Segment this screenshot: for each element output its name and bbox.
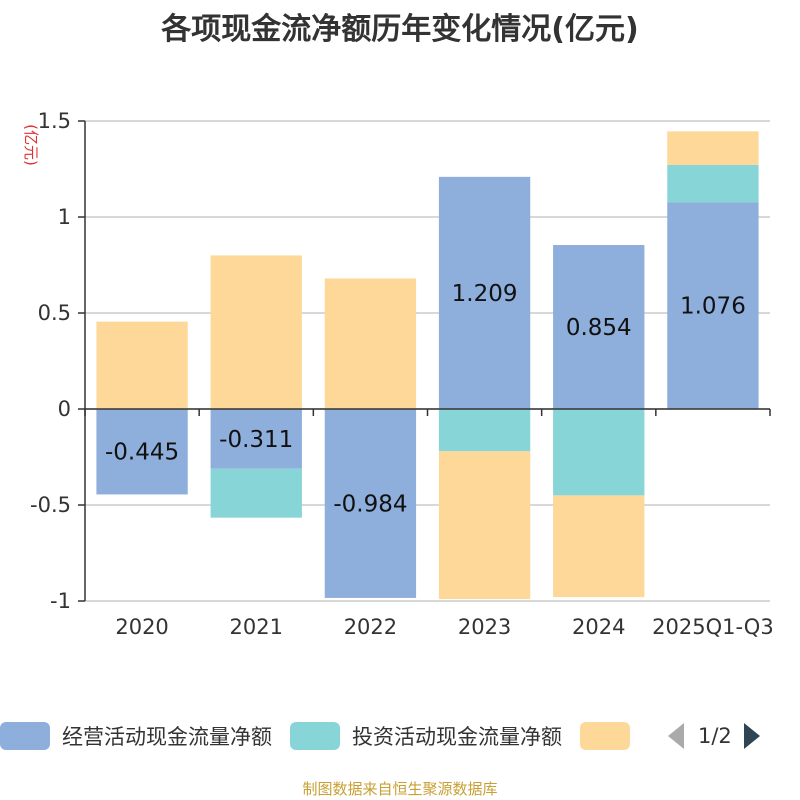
data-label: -0.984: [333, 491, 407, 517]
bar-series1: [438, 176, 531, 409]
y-tick-label: 1: [58, 205, 71, 229]
x-tick-label: 2021: [230, 615, 283, 639]
x-tick-label: 2024: [572, 615, 625, 639]
y-tick-label: -1: [50, 589, 71, 613]
bar-series2: [667, 164, 759, 203]
legend-page-indicator: 1/2: [698, 724, 732, 748]
x-tick-label: 2022: [344, 615, 397, 639]
legend-swatch: [0, 722, 50, 750]
bar-series3: [667, 131, 759, 165]
bar-series1: [324, 409, 417, 598]
legend-pager: 1/2: [668, 723, 760, 749]
legend-next-arrow-icon[interactable]: [743, 723, 760, 749]
bar-series3: [553, 495, 645, 598]
x-tick-label: 2023: [458, 615, 511, 639]
bars: [96, 131, 759, 600]
y-axis-label: (亿元): [22, 124, 40, 166]
bar-series1: [553, 245, 645, 409]
legend-swatch: [580, 722, 630, 750]
bar-series3: [438, 451, 531, 600]
data-label: 0.854: [566, 315, 632, 341]
bar-series2: [438, 409, 531, 452]
legend-label: 经营活动现金流量净额: [62, 725, 272, 749]
legend-item-series3[interactable]: [580, 722, 642, 750]
legend-swatch: [290, 722, 340, 750]
data-label: 1.076: [680, 294, 746, 320]
legend-label: 投资活动现金流量净额: [352, 725, 562, 749]
bar-series1: [210, 409, 302, 469]
legend-prev-arrow-icon[interactable]: [668, 723, 684, 749]
y-tick-label: 0.5: [38, 301, 71, 325]
bar-series3: [324, 278, 417, 409]
chart-canvas: -1 -0.5 0 0.5 1 1.5 2020 2021 2022 2023 2024 2025Q1…: [22, 109, 774, 639]
bar-series3: [96, 321, 188, 409]
y-tick-label: -0.5: [30, 493, 71, 517]
x-tick-label: 2020: [115, 615, 168, 639]
legend-item-series1[interactable]: 经营活动现金流量净额: [0, 721, 272, 751]
chart-title: 各项现金流净额历年变化情况(亿元): [161, 12, 639, 47]
bar-series2: [210, 468, 302, 518]
x-tick-label: 2025Q1-Q3: [652, 615, 774, 639]
source-note: 制图数据来自恒生聚源数据库: [302, 780, 498, 798]
data-label: -0.445: [105, 440, 179, 466]
bar-series2: [553, 409, 645, 496]
data-labels: -0.445 -0.311 -0.984 1.209 0.854 1.076: [105, 281, 746, 518]
bar-series1: [667, 202, 759, 409]
legend: 经营活动现金流量净额 投资活动现金流量净额 1/2: [0, 716, 800, 756]
y-tick-label: 1.5: [38, 109, 71, 133]
legend-item-series2[interactable]: 投资活动现金流量净额: [290, 721, 562, 751]
data-label: -0.311: [219, 427, 293, 453]
bar-series3: [210, 255, 302, 409]
data-label: 1.209: [452, 281, 518, 307]
bar-series1: [96, 409, 188, 495]
y-tick-label: 0: [58, 397, 71, 421]
axes: -1 -0.5 0 0.5 1 1.5 2020 2021 2022 2023 2024 2025Q1…: [30, 109, 774, 639]
